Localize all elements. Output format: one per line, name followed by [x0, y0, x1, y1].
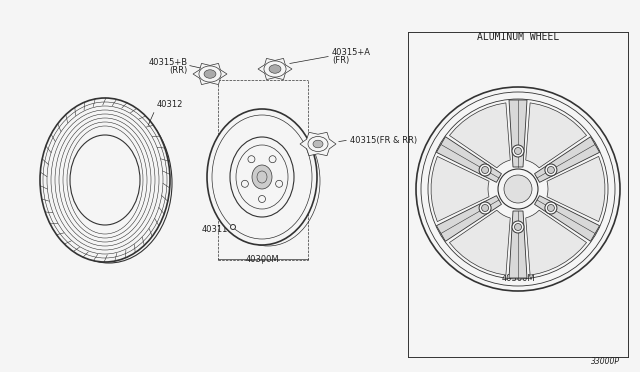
Polygon shape — [534, 196, 600, 241]
Polygon shape — [431, 156, 489, 222]
Polygon shape — [534, 137, 600, 182]
Circle shape — [259, 196, 266, 202]
Ellipse shape — [230, 137, 294, 217]
Circle shape — [515, 148, 522, 154]
Polygon shape — [509, 100, 527, 167]
Polygon shape — [300, 132, 336, 156]
Circle shape — [512, 221, 524, 233]
Ellipse shape — [207, 109, 317, 245]
Circle shape — [481, 167, 488, 173]
Text: 40312: 40312 — [157, 100, 184, 109]
Text: 40315(FR & RR): 40315(FR & RR) — [350, 135, 417, 144]
Text: 40300M: 40300M — [501, 274, 535, 283]
Circle shape — [230, 224, 236, 230]
Polygon shape — [436, 196, 502, 241]
Circle shape — [545, 202, 557, 214]
Circle shape — [498, 169, 538, 209]
Circle shape — [428, 99, 608, 279]
Text: ALUMINUM WHEEL: ALUMINUM WHEEL — [477, 32, 559, 42]
Circle shape — [241, 180, 248, 187]
Text: (RR): (RR) — [170, 65, 188, 74]
Polygon shape — [547, 156, 605, 222]
Circle shape — [515, 224, 522, 231]
Polygon shape — [509, 211, 527, 278]
Polygon shape — [449, 210, 510, 275]
Circle shape — [479, 202, 491, 214]
Polygon shape — [436, 137, 502, 182]
Circle shape — [269, 156, 276, 163]
Text: 40224: 40224 — [268, 225, 294, 234]
Text: 40300M: 40300M — [245, 255, 279, 264]
Text: 33000P: 33000P — [591, 357, 620, 366]
Polygon shape — [258, 58, 292, 80]
Ellipse shape — [252, 165, 272, 189]
Circle shape — [545, 164, 557, 176]
Circle shape — [547, 205, 554, 212]
Circle shape — [504, 175, 532, 203]
Circle shape — [248, 156, 255, 163]
Text: 40315+A: 40315+A — [332, 48, 371, 57]
Text: 40311: 40311 — [202, 224, 228, 234]
Polygon shape — [526, 210, 586, 275]
Circle shape — [479, 164, 491, 176]
Ellipse shape — [313, 140, 323, 148]
Circle shape — [481, 205, 488, 212]
Circle shape — [276, 180, 283, 187]
Text: 40315+B: 40315+B — [149, 58, 188, 67]
Ellipse shape — [70, 135, 140, 225]
Polygon shape — [193, 63, 227, 84]
Circle shape — [547, 167, 554, 173]
Polygon shape — [526, 103, 586, 168]
Circle shape — [512, 145, 524, 157]
Polygon shape — [449, 103, 510, 168]
Circle shape — [416, 87, 620, 291]
Ellipse shape — [269, 65, 281, 73]
Ellipse shape — [40, 98, 170, 262]
Text: (FR): (FR) — [332, 55, 349, 64]
Ellipse shape — [204, 70, 216, 78]
